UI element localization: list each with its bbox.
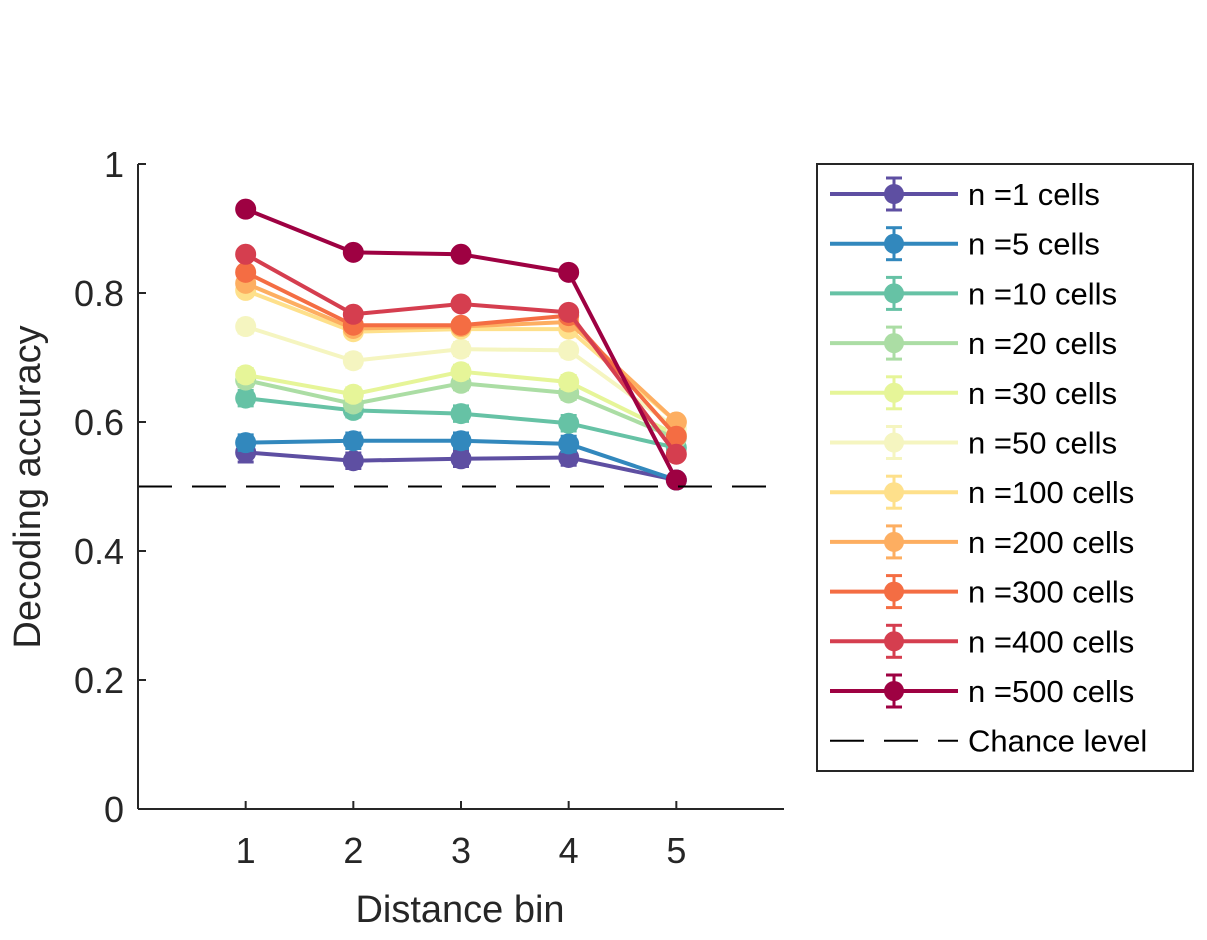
legend-label: n =300 cells xyxy=(968,575,1134,610)
legend-swatch-marker xyxy=(884,333,904,354)
legend-label: n =20 cells xyxy=(968,326,1117,361)
legend-entry: n =400 cells xyxy=(830,623,1134,659)
data-point xyxy=(450,314,472,336)
x-tick-label: 2 xyxy=(343,830,363,871)
data-point xyxy=(450,448,472,470)
data-point xyxy=(558,339,580,361)
x-tick-label: 1 xyxy=(236,830,256,871)
legend-swatch-marker xyxy=(884,382,904,403)
data-point xyxy=(235,387,257,409)
legend: n =1 cells n =5 cells n =10 cells n =20 cel… xyxy=(816,163,1194,772)
data-point xyxy=(558,301,580,323)
data-point xyxy=(450,430,472,452)
data-point xyxy=(665,469,687,491)
legend-swatch-marker xyxy=(884,482,904,503)
legend-entry: n =300 cells xyxy=(830,574,1134,610)
x-axis-label: Distance bin xyxy=(355,889,564,931)
legend-entry: n =100 cells xyxy=(830,474,1134,510)
data-point xyxy=(342,241,364,263)
legend-swatch-marker xyxy=(884,432,904,453)
data-point xyxy=(342,350,364,372)
data-point xyxy=(235,261,257,283)
data-point xyxy=(342,383,364,405)
legend-label: n =30 cells xyxy=(968,376,1117,411)
data-point xyxy=(450,243,472,265)
legend-label: n =50 cells xyxy=(968,426,1117,461)
legend-entry: n =50 cells xyxy=(830,425,1117,461)
y-tick-label: 0.4 xyxy=(74,531,124,572)
legend-label: n =10 cells xyxy=(968,276,1117,311)
y-axis-label: Decoding accuracy xyxy=(7,325,49,648)
legend-entry: n =500 cells xyxy=(830,673,1134,709)
legend-label: n =200 cells xyxy=(968,525,1134,560)
legend-entry: n =30 cells xyxy=(830,375,1117,411)
legend-label: n =500 cells xyxy=(968,674,1134,709)
y-tick-label: 0.6 xyxy=(74,402,124,443)
data-point xyxy=(235,364,257,386)
legend-entry: n =1 cells xyxy=(830,176,1100,212)
data-point xyxy=(450,361,472,383)
legend-label: n =100 cells xyxy=(968,475,1134,510)
legend-entry: n =5 cells xyxy=(830,226,1100,262)
legend-entry: n =10 cells xyxy=(830,275,1117,311)
data-point xyxy=(450,338,472,360)
data-point xyxy=(450,403,472,425)
y-tick-label: 0.8 xyxy=(74,273,124,314)
data-point xyxy=(235,432,257,454)
legend-label: n =5 cells xyxy=(968,227,1100,262)
data-point xyxy=(235,243,257,265)
legend-label: n =1 cells xyxy=(968,177,1100,212)
y-tick-label: 0 xyxy=(104,789,124,830)
series-11 xyxy=(235,198,687,491)
x-tick-label: 4 xyxy=(559,830,579,871)
y-tick-label: 0.2 xyxy=(74,660,124,701)
data-point xyxy=(450,293,472,315)
legend-entry: n =200 cells xyxy=(830,524,1134,560)
data-point xyxy=(235,198,257,220)
legend-swatch-marker xyxy=(884,233,904,254)
data-point xyxy=(558,371,580,393)
legend-swatch-marker xyxy=(884,681,904,701)
data-point xyxy=(558,433,580,455)
data-point xyxy=(342,450,364,472)
legend-label: Chance level xyxy=(968,724,1147,759)
data-point xyxy=(665,443,687,465)
data-point xyxy=(235,316,257,338)
legend-swatch-marker xyxy=(884,283,904,304)
y-tick-label: 1 xyxy=(104,144,124,185)
axes: 0 0.2 0.4 0.6 0.8 1 1 2 3 4 5 xyxy=(74,144,784,871)
legend-swatch-marker xyxy=(884,581,904,602)
legend-entry: Chance level xyxy=(830,724,1147,759)
x-tick-label: 5 xyxy=(666,830,686,871)
series-10 xyxy=(235,243,687,465)
x-tick-label: 3 xyxy=(451,830,471,871)
legend-box xyxy=(816,163,1194,772)
legend-swatch-marker xyxy=(884,184,904,204)
series-6 xyxy=(235,316,687,439)
legend-entry: n =20 cells xyxy=(830,325,1117,361)
data-point xyxy=(342,303,364,325)
legend-swatch-marker xyxy=(884,531,904,552)
data-point xyxy=(558,412,580,434)
data-point xyxy=(558,261,580,283)
series-layer xyxy=(235,198,687,491)
legend-label: n =400 cells xyxy=(968,624,1134,659)
data-point xyxy=(342,430,364,452)
legend-swatch-marker xyxy=(884,631,904,652)
